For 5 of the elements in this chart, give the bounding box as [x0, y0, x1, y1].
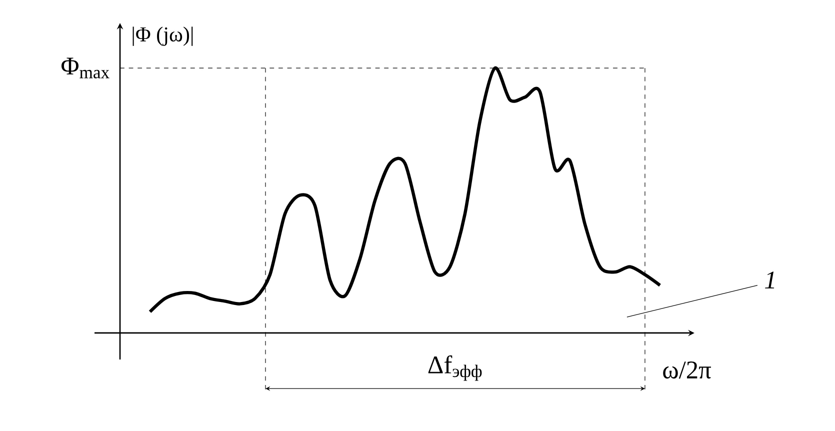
x-axis-title: ω/2π — [663, 362, 711, 379]
text: Φ$_{max}$ — [62, 58, 110, 78]
text: Δf$_{эфф}$ — [428, 355, 482, 381]
y-axis-title: |Φ (jω)| — [132, 26, 193, 46]
text: 1 — [765, 272, 774, 288]
